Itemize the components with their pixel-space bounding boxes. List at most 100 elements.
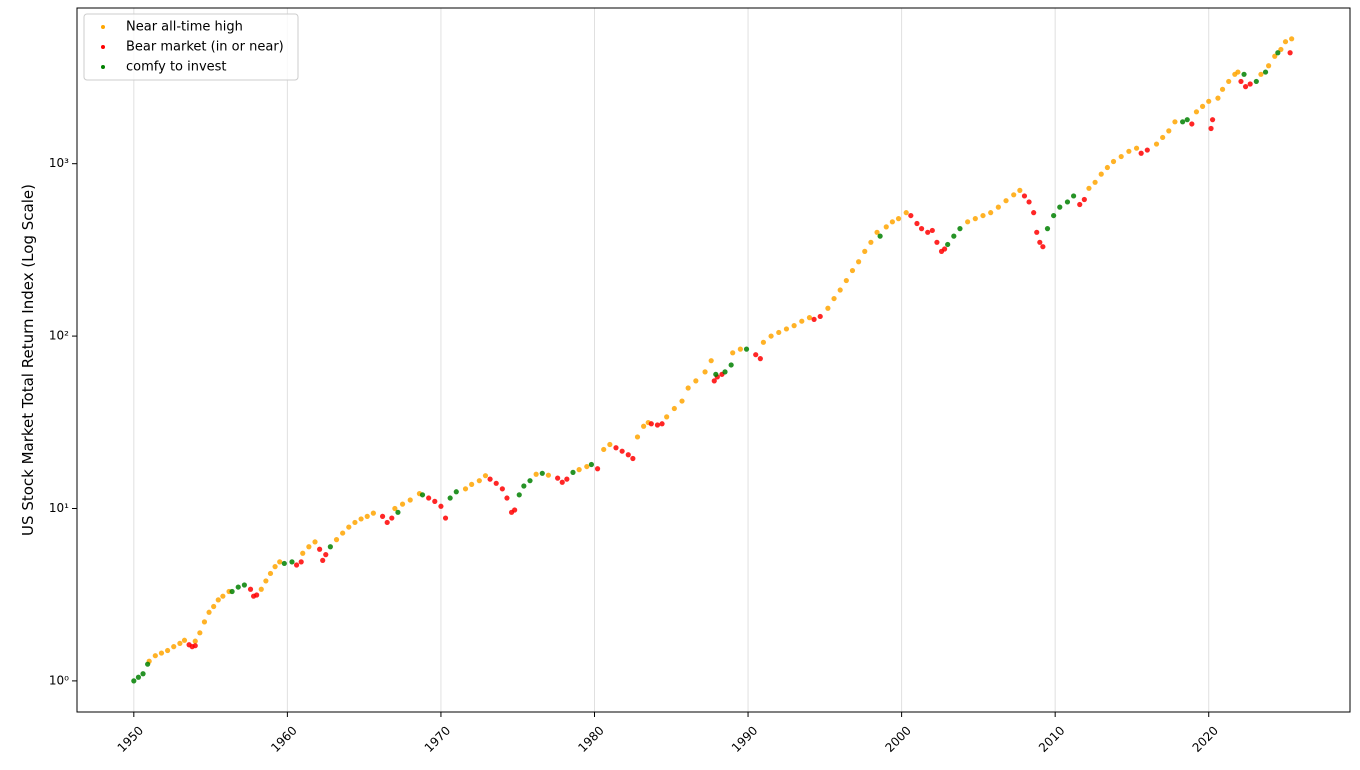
x-tick-label: 2010 — [1036, 723, 1067, 754]
data-point — [711, 378, 717, 384]
data-point — [1144, 147, 1150, 153]
data-point — [1081, 196, 1087, 203]
data-point — [634, 434, 641, 440]
data-point — [358, 516, 364, 522]
data-point — [145, 661, 151, 667]
data-point — [277, 559, 283, 565]
data-point — [399, 501, 406, 507]
data-point — [957, 226, 963, 232]
data-point — [1180, 119, 1186, 125]
data-point — [545, 472, 552, 478]
data-point — [211, 603, 217, 610]
data-point — [837, 287, 843, 293]
data-point — [298, 559, 304, 565]
data-point — [576, 467, 582, 473]
data-point — [743, 346, 750, 352]
data-point — [945, 241, 951, 248]
data-point — [1086, 185, 1092, 191]
data-point — [1287, 50, 1293, 56]
data-point — [158, 650, 165, 656]
data-point — [619, 448, 625, 454]
data-point — [164, 647, 171, 654]
data-point — [181, 637, 188, 643]
data-point — [908, 212, 914, 219]
data-point — [942, 246, 948, 252]
data-point — [1266, 63, 1272, 69]
data-point — [630, 455, 636, 462]
data-point — [799, 318, 805, 324]
data-point — [1040, 244, 1046, 250]
data-point — [493, 480, 499, 486]
data-point — [679, 398, 685, 404]
x-tick-label: 1960 — [268, 723, 299, 754]
data-point — [1110, 158, 1117, 165]
data-point — [1238, 78, 1244, 85]
data-point — [1003, 198, 1009, 204]
data-point — [671, 405, 677, 412]
data-point — [685, 385, 691, 391]
y-tick-label: 10¹ — [49, 501, 69, 515]
data-point — [533, 471, 539, 477]
data-point — [340, 530, 346, 536]
data-point — [811, 316, 817, 322]
data-point — [1070, 193, 1077, 199]
legend-box — [83, 13, 299, 81]
data-point — [972, 216, 978, 222]
data-point — [1160, 134, 1166, 141]
data-point — [263, 578, 269, 584]
data-point — [1044, 226, 1051, 232]
data-point — [438, 503, 444, 509]
data-point — [482, 473, 489, 479]
data-point — [1172, 119, 1178, 125]
data-point — [951, 233, 957, 239]
legend-label: Bear market (in or near) — [126, 40, 284, 55]
data-point — [229, 588, 235, 595]
data-point — [641, 423, 647, 429]
data-point — [843, 277, 849, 284]
data-point — [918, 226, 925, 232]
data-point — [757, 356, 763, 362]
data-point — [312, 539, 318, 545]
data-point — [131, 678, 137, 684]
data-point — [648, 421, 654, 427]
data-point — [370, 510, 376, 516]
data-point — [306, 544, 312, 550]
data-point — [1219, 86, 1226, 92]
data-point — [499, 486, 505, 492]
x-tick-label: 1980 — [575, 723, 606, 754]
data-point — [254, 592, 260, 598]
data-point — [914, 220, 920, 227]
data-point — [516, 492, 522, 498]
data-point — [1118, 153, 1124, 160]
data-point — [364, 513, 370, 519]
data-point — [883, 224, 889, 230]
data-point — [512, 507, 518, 513]
data-point — [323, 552, 329, 558]
data-point — [1138, 150, 1144, 156]
data-point — [889, 219, 895, 225]
data-point — [247, 586, 254, 592]
data-point — [934, 239, 940, 245]
data-point — [1242, 84, 1249, 90]
legend-marker — [101, 65, 105, 69]
data-point — [874, 229, 880, 235]
data-point — [1098, 171, 1104, 177]
data-point — [1057, 204, 1063, 210]
data-point — [258, 586, 264, 592]
data-point — [806, 315, 813, 321]
y-tick-label: 10⁰ — [49, 673, 69, 687]
data-point — [791, 323, 797, 329]
y-tick-label: 10³ — [49, 156, 69, 170]
data-point — [419, 492, 426, 498]
data-point — [817, 313, 823, 320]
data-point — [1189, 121, 1195, 127]
data-point — [995, 204, 1001, 210]
data-point — [708, 358, 714, 364]
data-point — [1037, 239, 1043, 245]
data-point — [392, 505, 398, 512]
data-point — [152, 653, 158, 659]
data-point — [320, 557, 326, 563]
data-point — [469, 481, 475, 487]
data-point — [1031, 210, 1037, 216]
data-point — [783, 326, 790, 332]
